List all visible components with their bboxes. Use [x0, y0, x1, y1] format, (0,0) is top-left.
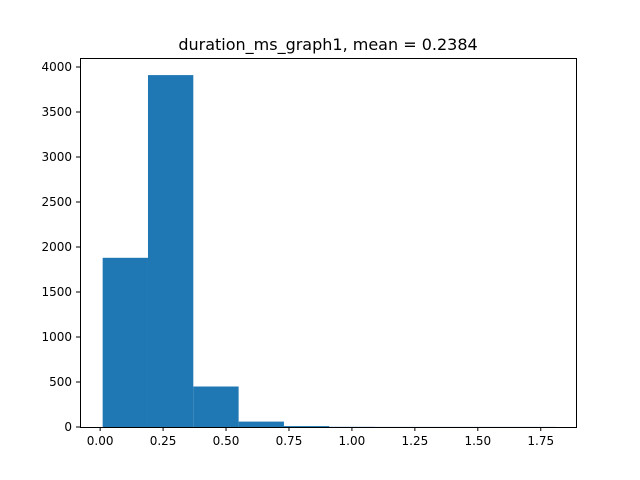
histogram-bar [102, 257, 148, 427]
y-axis: 0 500 1000 1500 2000 2500 3000 3500 4000 [41, 60, 80, 434]
chart-title: duration_ms_graph1, mean = 0.2384 [178, 35, 477, 55]
x-tick-label: 0.00 [87, 434, 114, 448]
y-tick-label: 500 [49, 375, 72, 389]
y-tick-label: 3500 [41, 105, 72, 119]
y-tick-label: 3000 [41, 150, 72, 164]
histogram-bar [238, 421, 284, 427]
x-tick-label: 1.00 [339, 434, 366, 448]
y-tick-label: 0 [64, 420, 72, 434]
y-tick-label: 1500 [41, 285, 72, 299]
x-tick-label: 0.25 [150, 434, 177, 448]
x-tick-label: 0.50 [213, 434, 240, 448]
plot-frame [80, 58, 577, 428]
histogram-bar [147, 75, 194, 427]
bars-group [102, 75, 556, 427]
x-tick-label: 1.50 [464, 434, 491, 448]
y-tick-label: 4000 [41, 60, 72, 74]
x-axis: 0.00 0.25 0.50 0.75 1.00 1.25 1.50 1.75 [87, 427, 554, 448]
x-tick-label: 0.75 [276, 434, 303, 448]
x-tick-label: 1.25 [402, 434, 429, 448]
histogram-bar [193, 386, 239, 427]
histogram-bar [283, 426, 330, 427]
y-tick-label: 2000 [41, 240, 72, 254]
x-tick-label: 1.75 [527, 434, 554, 448]
y-tick-label: 2500 [41, 195, 72, 209]
y-tick-label: 1000 [41, 330, 72, 344]
